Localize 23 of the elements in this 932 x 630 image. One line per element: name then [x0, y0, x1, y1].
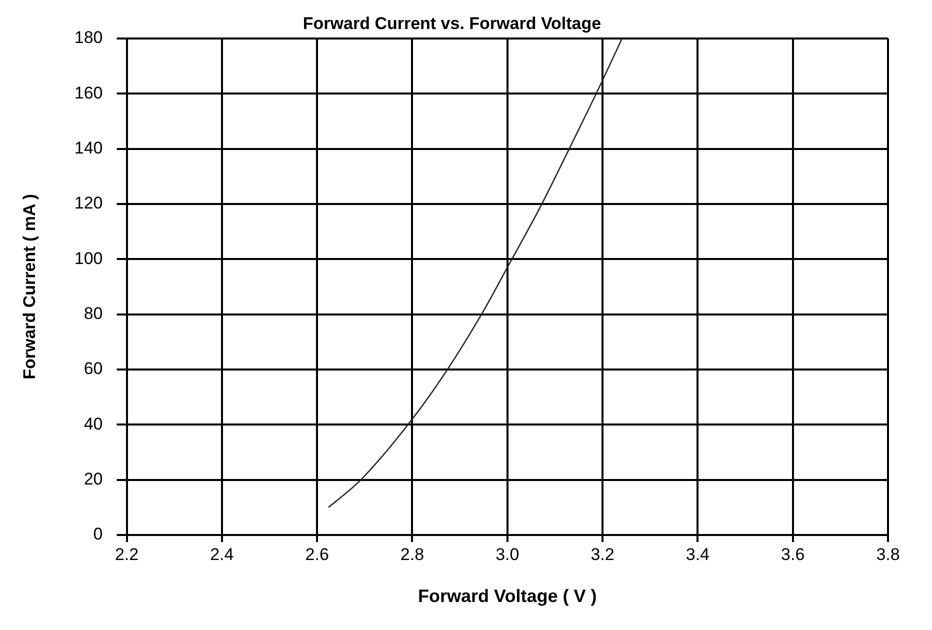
- x-tick-label: 2.6: [305, 544, 329, 564]
- x-tick-label: 2.8: [400, 544, 424, 564]
- x-tick-label: 2.2: [114, 544, 139, 564]
- y-tick-label: 160: [74, 83, 103, 102]
- x-tick-label: 3.0: [496, 544, 520, 564]
- y-tick-label: 100: [74, 248, 103, 268]
- y-tick-label: 60: [84, 359, 103, 378]
- y-tick-label: 180: [74, 28, 103, 48]
- y-tick-label: 80: [84, 304, 103, 323]
- x-axis-title: Forward Voltage ( V ): [418, 586, 597, 606]
- y-tick-label: 0: [93, 524, 103, 544]
- x-tick-label: 2.4: [210, 544, 234, 564]
- x-tick-label: 3.6: [781, 544, 805, 564]
- x-tick-label: 3.8: [876, 544, 900, 564]
- y-tick-label: 20: [84, 470, 103, 489]
- y-tick-label: 140: [74, 138, 103, 158]
- x-tick-label: 3.2: [590, 544, 614, 564]
- x-tick-label: 3.4: [686, 544, 710, 564]
- chart-title: Forward Current vs. Forward Voltage: [302, 14, 602, 33]
- y-axis-title: Forward Current ( mA ): [20, 194, 39, 380]
- y-tick-label: 120: [74, 194, 103, 213]
- y-tick-label: 40: [84, 414, 103, 434]
- line-series: [328, 38, 623, 508]
